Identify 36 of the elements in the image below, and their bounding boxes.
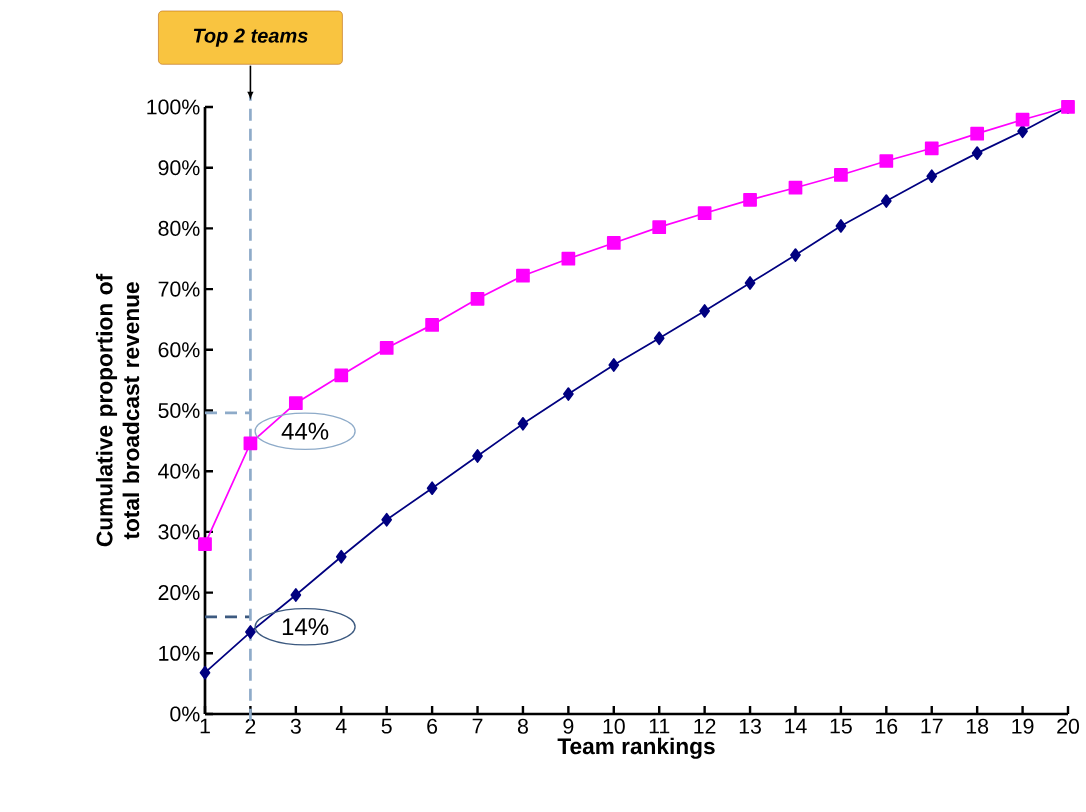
y-tick-label: 10% — [159, 645, 200, 661]
x-tick-label: 9 — [563, 718, 574, 734]
x-tick-label: 3 — [290, 718, 301, 734]
x-tick-label: 1 — [200, 718, 210, 734]
x-tick-label: 13 — [739, 718, 761, 734]
y-tick-label: 0% — [170, 706, 200, 722]
x-tick-label: 15 — [830, 718, 852, 734]
y-tick-label: 50% — [158, 402, 200, 419]
x-axis-title: Team rankings — [557, 737, 715, 759]
y-tick-label: 70% — [158, 281, 200, 297]
y-tick-label: 20% — [158, 585, 200, 601]
y-tick-label: 100% — [147, 99, 200, 115]
x-tick-label: 19 — [1012, 718, 1034, 734]
x-tick-label: 2 — [245, 718, 256, 734]
y-axis-title: Cumulative proportion of total broadcast revenue — [95, 273, 140, 547]
x-tick-label: 11 — [649, 718, 670, 734]
annotation: 14% — [282, 618, 329, 636]
x-tick-label: 17 — [921, 718, 943, 734]
x-tick-label: 8 — [517, 718, 528, 734]
y-tick-label: 90% — [158, 160, 200, 176]
y-tick-label: 80% — [158, 220, 200, 236]
x-tick-label: 14 — [785, 718, 807, 734]
x-tick-label: 6 — [427, 718, 438, 734]
ref-line-label: Top 2 teams — [193, 28, 308, 47]
y-tick-label: 40% — [158, 463, 200, 479]
x-tick-label: 5 — [381, 718, 392, 734]
x-tick-label: 16 — [876, 718, 898, 734]
y-tick-label: 30% — [158, 524, 200, 540]
x-tick-label: 12 — [694, 718, 716, 734]
y-tick-label: 60% — [158, 342, 200, 358]
x-tick-label: 10 — [603, 718, 625, 734]
x-tick-label: 20 — [1057, 718, 1080, 734]
x-tick-label: 7 — [472, 718, 483, 734]
x-tick-label: 18 — [966, 718, 989, 734]
annotation: 44% — [281, 422, 329, 440]
x-tick-label: 4 — [335, 718, 347, 734]
